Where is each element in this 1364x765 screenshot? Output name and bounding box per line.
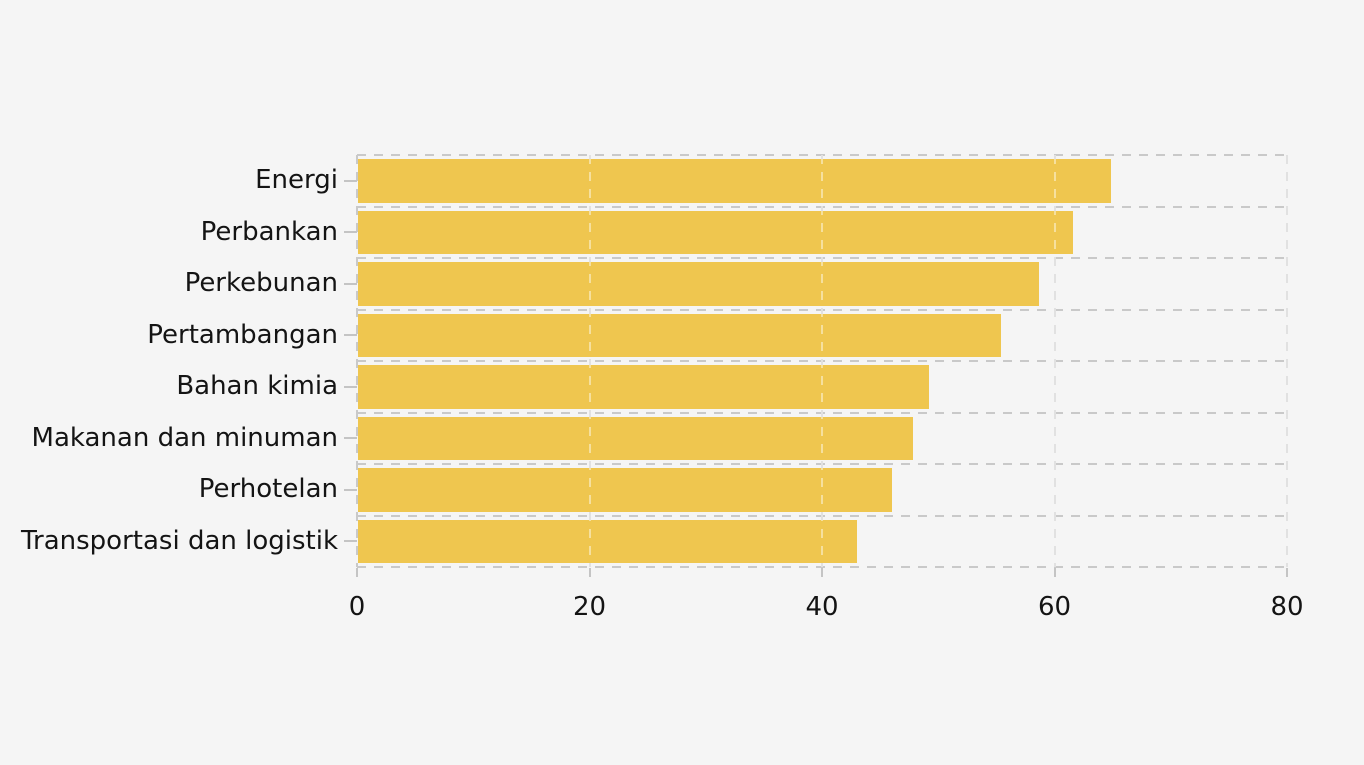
y-tick-mark <box>344 334 357 337</box>
x-tick-mark <box>1286 568 1288 577</box>
y-axis-label: Bahan kimia <box>176 371 338 401</box>
bar <box>358 159 1112 203</box>
vertical-gridline <box>1286 155 1288 567</box>
y-tick-mark <box>344 437 357 440</box>
bar <box>358 365 929 409</box>
bar <box>358 313 1001 357</box>
x-tick-label: 80 <box>1270 592 1304 622</box>
x-tick-mark <box>356 568 358 577</box>
y-axis-labels: Energi Perbankan Perkebunan Pertambangan Bah… <box>0 155 338 567</box>
bar <box>358 519 857 563</box>
y-tick-mark <box>344 488 357 491</box>
x-tick-mark <box>1053 568 1056 577</box>
bar <box>358 468 892 512</box>
vertical-gridline <box>821 155 823 567</box>
x-tick-mark <box>588 568 591 577</box>
vertical-gridline <box>588 155 591 567</box>
vertical-gridline-overlay <box>1053 155 1056 567</box>
x-tick-mark <box>821 568 823 577</box>
y-tick-mark <box>344 231 357 234</box>
y-axis-label: Makanan dan minuman <box>31 422 338 453</box>
y-axis-label: Energi <box>255 165 338 195</box>
y-axis-label: Transportasi dan logistik <box>20 525 338 556</box>
bar <box>358 210 1073 254</box>
y-tick-mark <box>344 385 357 388</box>
x-tick-label: 20 <box>572 592 607 622</box>
vertical-gridline-overlay <box>588 155 591 567</box>
vertical-gridline-overlay <box>821 155 823 567</box>
bar <box>358 416 913 460</box>
bar <box>358 262 1040 306</box>
vertical-gridline <box>1053 155 1056 567</box>
y-tick-mark <box>344 282 357 285</box>
x-tick-label: 60 <box>1037 592 1072 622</box>
y-axis-label: Perkebunan <box>184 268 338 298</box>
y-axis-label: Pertambangan <box>147 319 338 350</box>
horizontal-gridline <box>357 566 1287 568</box>
x-tick-label: 40 <box>805 592 839 622</box>
y-tick-mark <box>344 179 357 182</box>
y-axis-label: Perhotelan <box>198 474 338 504</box>
vertical-gridline <box>356 155 358 567</box>
vertical-gridline-overlay <box>1286 155 1288 567</box>
y-axis-label: Perbankan <box>200 216 338 247</box>
y-tick-mark <box>344 540 357 543</box>
x-tick-label: 0 <box>348 592 366 622</box>
plot-area <box>356 154 1288 568</box>
